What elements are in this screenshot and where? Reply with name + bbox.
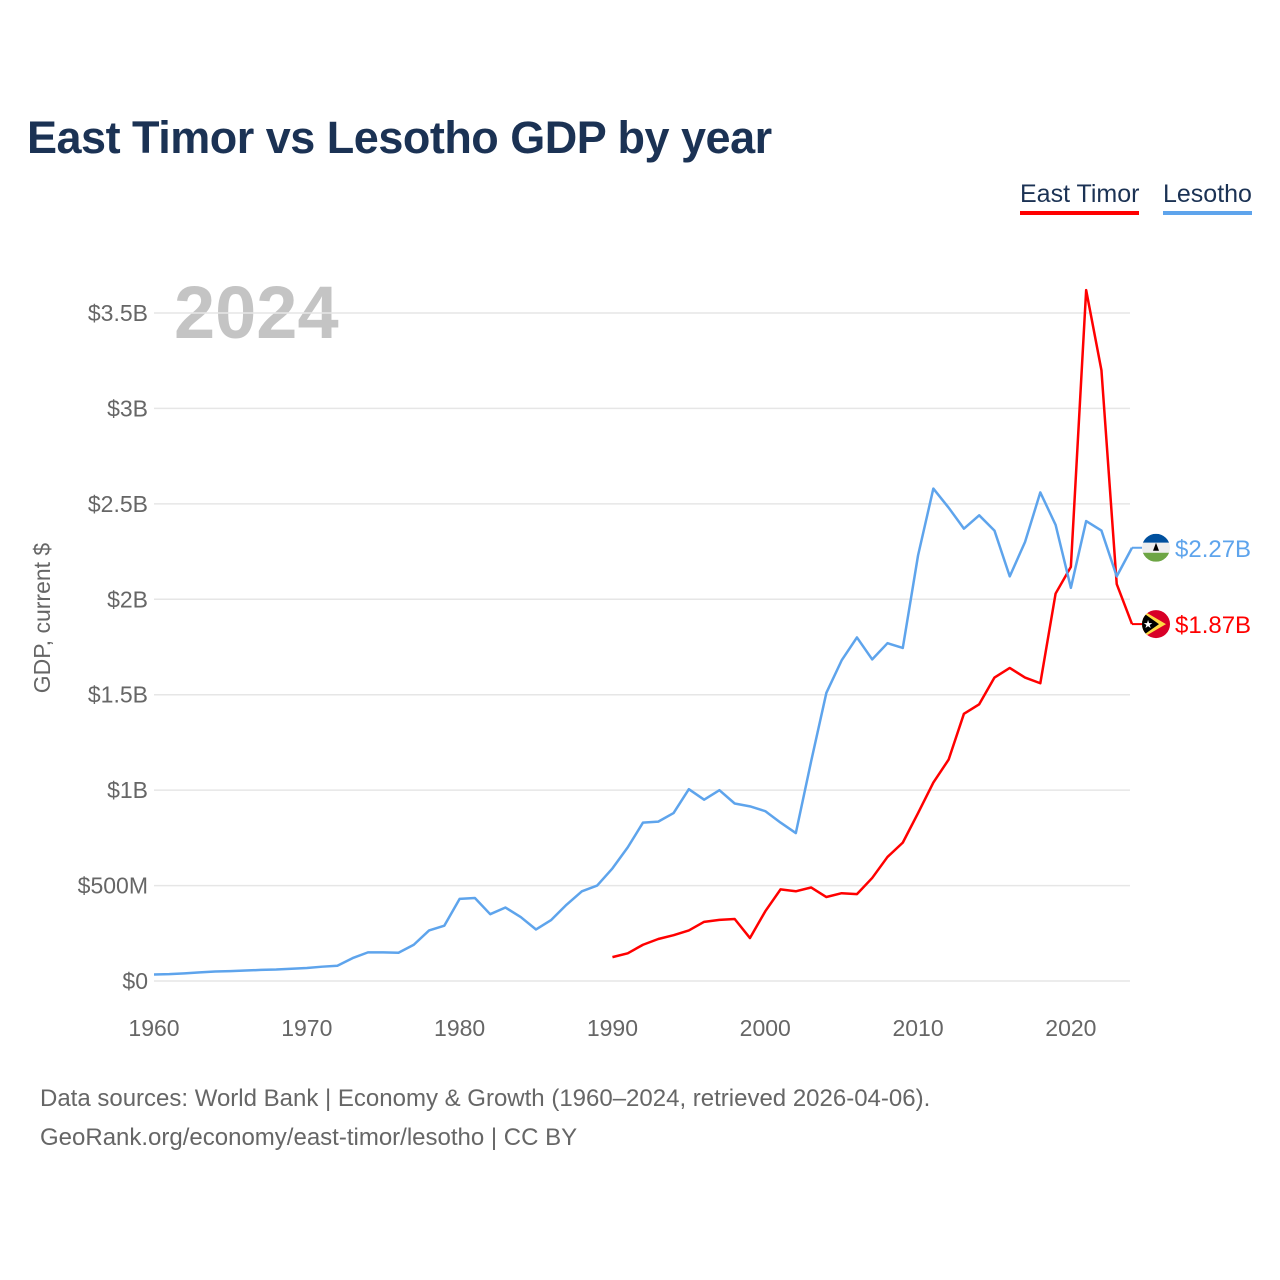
chart-title: East Timor vs Lesotho GDP by year: [27, 112, 772, 163]
legend-east-timor[interactable]: East Timor: [1020, 180, 1140, 215]
y-tick-label: $500M: [78, 873, 148, 899]
footer-credit: GeoRank.org/economy/east-timor/lesotho |…: [40, 1124, 578, 1151]
end-value-label: $2.27B: [1175, 536, 1251, 563]
x-tick-label: 1970: [281, 1015, 332, 1041]
x-tick-label: 1980: [434, 1015, 485, 1041]
flag-stripe: [1142, 552, 1170, 562]
y-tick-label: $1B: [107, 777, 148, 803]
y-tick-label: $2.5B: [88, 491, 148, 517]
x-tick-label: 1990: [587, 1015, 638, 1041]
flag-star: ★: [1143, 619, 1153, 631]
x-tick-label: 2010: [892, 1015, 943, 1041]
y-axis-label: GDP, current $: [29, 543, 55, 694]
flag-stripe: [1142, 533, 1170, 543]
end-value-label: $1.87B: [1175, 612, 1251, 639]
x-tick-label: 2020: [1045, 1015, 1096, 1041]
series-line-east-timor: [612, 288, 1134, 959]
x-tick-label: 1960: [128, 1015, 179, 1041]
x-tick-label: 2000: [740, 1015, 791, 1041]
footer-sources: Data sources: World Bank | Economy & Gro…: [40, 1085, 931, 1112]
y-tick-label: $2B: [107, 586, 148, 612]
flag-hat: [1153, 542, 1159, 551]
flag-triangle: [1142, 612, 1159, 637]
legend-lesotho[interactable]: Lesotho: [1163, 180, 1252, 215]
y-tick-label: $3B: [107, 395, 148, 421]
y-tick-label: $0: [122, 968, 148, 994]
y-tick-label: $3.5B: [88, 300, 148, 326]
y-tick-label: $1.5B: [88, 682, 148, 708]
series-line-lesotho: [153, 487, 1134, 976]
